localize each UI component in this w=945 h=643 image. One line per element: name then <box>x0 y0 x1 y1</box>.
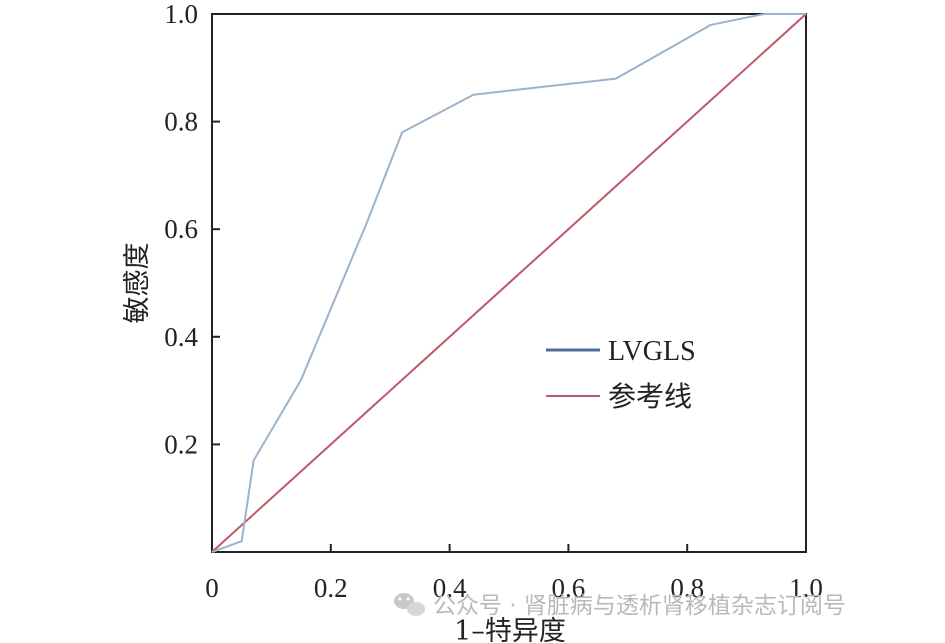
y-axis-title: 敏感度 <box>122 243 153 324</box>
legend: LVGLS 参考线 <box>546 336 696 413</box>
watermark: 公众号 · 肾脏病与透析肾移植杂志订阅号 <box>394 593 846 619</box>
wechat-icon <box>394 593 425 616</box>
y-tick-label: 0.6 <box>164 214 198 244</box>
x-tick-label: 0 <box>205 573 219 603</box>
series-line-reference <box>211 13 807 553</box>
x-tick-label: 0.2 <box>314 573 348 603</box>
y-tick-label: 0.4 <box>164 322 198 352</box>
legend-label-lvgls: LVGLS <box>608 336 696 367</box>
y-tick-label: 0.8 <box>164 107 198 137</box>
watermark-text: 公众号 · 肾脏病与透析肾移植杂志订阅号 <box>433 593 846 619</box>
series-line-lvgls <box>211 13 806 553</box>
x-tick-label: 0.4 <box>433 573 467 603</box>
x-axis-title: 1–特异度 <box>454 616 566 643</box>
plot-frame <box>211 13 807 553</box>
x-tick-label: 0.6 <box>552 573 586 603</box>
y-tick-label: 0.2 <box>164 429 198 459</box>
y-tick-label: 1.0 <box>164 0 198 29</box>
x-tick-label: 1.0 <box>789 573 823 603</box>
x-tick-label: 0.8 <box>670 573 704 603</box>
legend-label-reference: 参考线 <box>608 381 692 413</box>
